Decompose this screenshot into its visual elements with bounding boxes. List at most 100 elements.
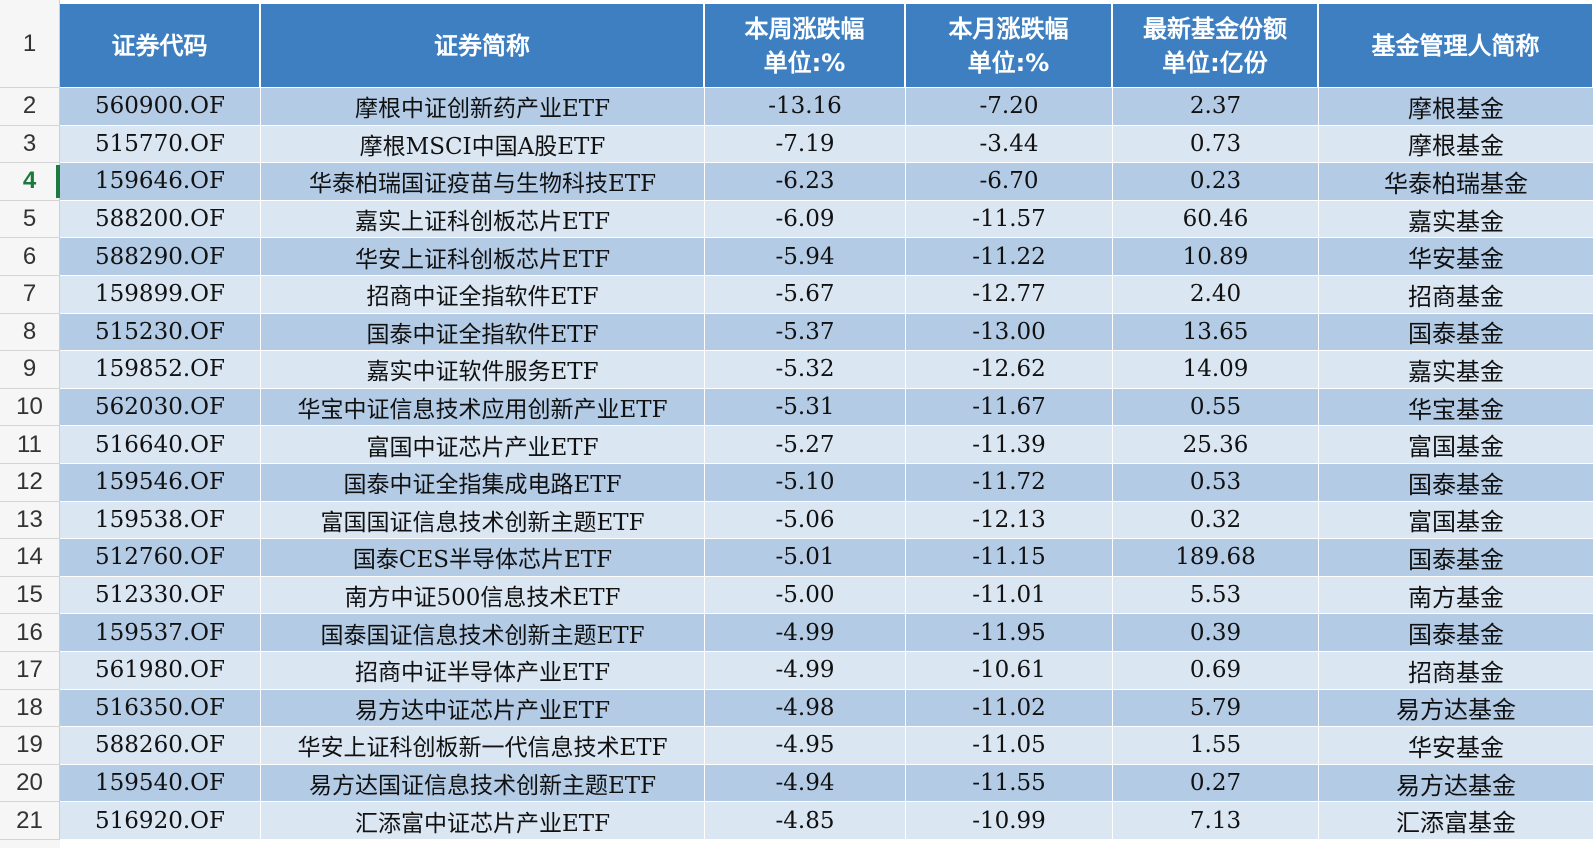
row-number[interactable]: 18 (0, 689, 60, 728)
cell-week-change[interactable]: -5.27 (705, 426, 906, 464)
cell-month-change[interactable]: -11.67 (906, 388, 1113, 427)
cell-security-code[interactable]: 515770.OF (60, 125, 261, 164)
row-number[interactable]: 12 (0, 464, 60, 502)
cell-month-change[interactable]: -10.61 (906, 652, 1113, 690)
cell-fund-manager[interactable]: 易方达基金 (1319, 764, 1594, 803)
column-header-name[interactable]: 证券简称 (261, 4, 705, 88)
row-number[interactable]: 7 (0, 276, 60, 314)
column-header-week-change[interactable]: 本周涨跌幅 单位:% (705, 4, 906, 88)
cell-fund-manager[interactable]: 华宝基金 (1319, 388, 1594, 427)
cell-fund-manager[interactable]: 嘉实基金 (1319, 351, 1594, 389)
cell-fund-shares[interactable]: 0.32 (1113, 501, 1319, 540)
cell-fund-manager[interactable]: 国泰基金 (1319, 464, 1594, 502)
cell-security-code[interactable]: 159540.OF (60, 764, 261, 803)
cell-security-name[interactable]: 易方达国证信息技术创新主题ETF (261, 764, 705, 803)
cell-security-name[interactable]: 嘉实中证软件服务ETF (261, 351, 705, 389)
cell-fund-shares[interactable]: 189.68 (1113, 539, 1319, 577)
cell-security-name[interactable]: 华泰柏瑞国证疫苗与生物科技ETF (261, 163, 705, 201)
cell-fund-shares[interactable]: 5.53 (1113, 576, 1319, 615)
cell-fund-shares[interactable]: 2.37 (1113, 88, 1319, 126)
cell-fund-manager[interactable]: 嘉实基金 (1319, 200, 1594, 239)
cell-fund-shares[interactable]: 2.40 (1113, 276, 1319, 314)
cell-month-change[interactable]: -6.70 (906, 163, 1113, 201)
cell-fund-shares[interactable]: 10.89 (1113, 238, 1319, 276)
cell-week-change[interactable]: -5.31 (705, 388, 906, 427)
row-number[interactable]: 3 (0, 125, 60, 164)
cell-week-change[interactable]: -5.94 (705, 238, 906, 276)
cell-security-name[interactable]: 南方中证500信息技术ETF (261, 576, 705, 615)
cell-security-name[interactable]: 国泰CES半导体芯片ETF (261, 539, 705, 577)
cell-security-code[interactable]: 515230.OF (60, 313, 261, 352)
cell-month-change[interactable]: -11.57 (906, 200, 1113, 239)
cell-week-change[interactable]: -5.67 (705, 276, 906, 314)
row-number[interactable]: 6 (0, 238, 60, 276)
cell-month-change[interactable]: -12.62 (906, 351, 1113, 389)
cell-fund-shares[interactable]: 0.73 (1113, 125, 1319, 164)
cell-security-code[interactable]: 588290.OF (60, 238, 261, 276)
cell-week-change[interactable]: -4.95 (705, 727, 906, 765)
row-number[interactable]: 10 (0, 388, 60, 427)
cell-week-change[interactable]: -4.94 (705, 764, 906, 803)
cell-fund-shares[interactable]: 0.53 (1113, 464, 1319, 502)
cell-security-code[interactable]: 516350.OF (60, 689, 261, 728)
cell-security-name[interactable]: 嘉实上证科创板芯片ETF (261, 200, 705, 239)
cell-month-change[interactable]: -11.05 (906, 727, 1113, 765)
cell-fund-shares[interactable]: 25.36 (1113, 426, 1319, 464)
cell-security-name[interactable]: 招商中证半导体产业ETF (261, 652, 705, 690)
row-number[interactable]: 14 (0, 539, 60, 577)
row-number[interactable]: 1 (0, 0, 60, 88)
cell-week-change[interactable]: -5.37 (705, 313, 906, 352)
cell-week-change[interactable]: -6.09 (705, 200, 906, 239)
cell-fund-manager[interactable]: 华泰柏瑞基金 (1319, 163, 1594, 201)
cell-fund-manager[interactable]: 华安基金 (1319, 727, 1594, 765)
cell-month-change[interactable]: -12.13 (906, 501, 1113, 540)
cell-fund-manager[interactable]: 摩根基金 (1319, 88, 1594, 126)
cell-fund-manager[interactable]: 国泰基金 (1319, 539, 1594, 577)
cell-security-name[interactable]: 华宝中证信息技术应用创新产业ETF (261, 388, 705, 427)
column-header-fund-shares[interactable]: 最新基金份额 单位:亿份 (1113, 4, 1319, 88)
cell-fund-manager[interactable]: 国泰基金 (1319, 313, 1594, 352)
cell-month-change[interactable]: -7.20 (906, 88, 1113, 126)
column-header-manager[interactable]: 基金管理人简称 (1319, 4, 1594, 88)
cell-fund-shares[interactable]: 0.27 (1113, 764, 1319, 803)
cell-security-name[interactable]: 摩根MSCI中国A股ETF (261, 125, 705, 164)
cell-fund-manager[interactable]: 摩根基金 (1319, 125, 1594, 164)
cell-security-name[interactable]: 易方达中证芯片产业ETF (261, 689, 705, 728)
cell-fund-shares[interactable]: 13.65 (1113, 313, 1319, 352)
column-header-code[interactable]: 证券代码 (60, 4, 261, 88)
cell-fund-shares[interactable]: 0.23 (1113, 163, 1319, 201)
cell-week-change[interactable]: -4.99 (705, 614, 906, 652)
row-number[interactable]: 13 (0, 501, 60, 540)
cell-security-name[interactable]: 国泰中证全指集成电路ETF (261, 464, 705, 502)
cell-security-name[interactable]: 华安上证科创板芯片ETF (261, 238, 705, 276)
cell-security-code[interactable]: 159646.OF (60, 163, 261, 201)
cell-security-name[interactable]: 汇添富中证芯片产业ETF (261, 802, 705, 840)
row-number[interactable]: 17 (0, 652, 60, 690)
cell-week-change[interactable]: -4.98 (705, 689, 906, 728)
cell-security-code[interactable]: 588200.OF (60, 200, 261, 239)
cell-security-name[interactable]: 富国国证信息技术创新主题ETF (261, 501, 705, 540)
cell-month-change[interactable]: -11.95 (906, 614, 1113, 652)
row-number[interactable]: 21 (0, 802, 60, 840)
cell-security-code[interactable]: 588260.OF (60, 727, 261, 765)
cell-fund-shares[interactable]: 0.69 (1113, 652, 1319, 690)
cell-week-change[interactable]: -5.06 (705, 501, 906, 540)
cell-month-change[interactable]: -11.15 (906, 539, 1113, 577)
row-number[interactable]: 19 (0, 727, 60, 765)
cell-fund-manager[interactable]: 富国基金 (1319, 426, 1594, 464)
row-number[interactable]: 20 (0, 764, 60, 803)
row-number[interactable]: 2 (0, 88, 60, 126)
cell-security-name[interactable]: 华安上证科创板新一代信息技术ETF (261, 727, 705, 765)
cell-security-code[interactable]: 159537.OF (60, 614, 261, 652)
row-number[interactable]: 5 (0, 200, 60, 239)
cell-security-name[interactable]: 招商中证全指软件ETF (261, 276, 705, 314)
cell-month-change[interactable]: -11.02 (906, 689, 1113, 728)
cell-fund-manager[interactable]: 易方达基金 (1319, 689, 1594, 728)
row-number[interactable]: 15 (0, 576, 60, 615)
cell-security-code[interactable]: 561980.OF (60, 652, 261, 690)
cell-security-code[interactable]: 516920.OF (60, 802, 261, 840)
cell-security-code[interactable]: 560900.OF (60, 88, 261, 126)
cell-week-change[interactable]: -6.23 (705, 163, 906, 201)
column-header-month-change[interactable]: 本月涨跌幅 单位:% (906, 4, 1113, 88)
cell-week-change[interactable]: -7.19 (705, 125, 906, 164)
